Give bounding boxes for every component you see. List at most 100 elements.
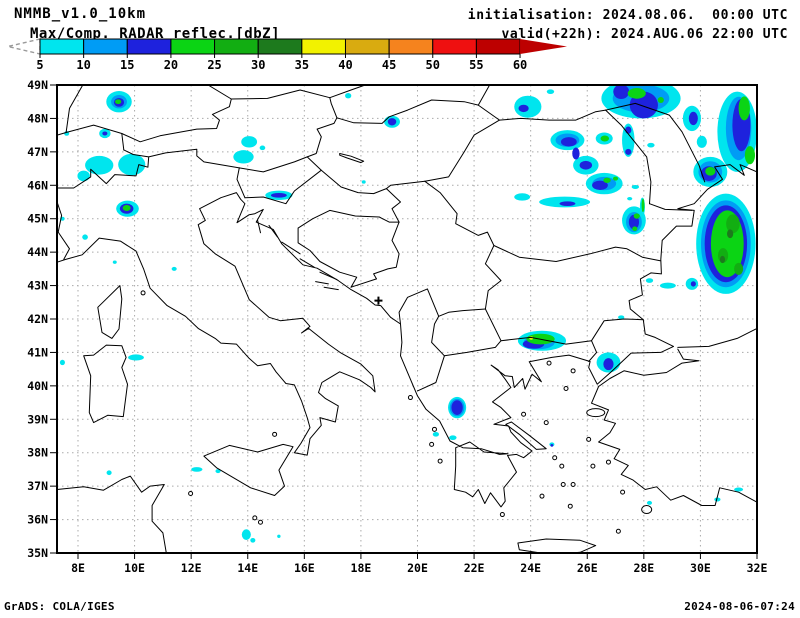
radar-cell [546, 89, 555, 95]
radar-cell [572, 147, 580, 160]
island [615, 528, 621, 534]
lat-label: 47N [27, 145, 48, 159]
island [539, 493, 545, 499]
island [620, 489, 626, 495]
colorbar-segment [344, 38, 390, 55]
colorbar-segment [388, 38, 434, 55]
country-border [477, 104, 500, 121]
radar-cell [603, 358, 614, 371]
radar-cell [112, 260, 117, 264]
island [429, 441, 435, 447]
lat-label: 42N [27, 312, 48, 326]
init-time: initialisation: 2024.08.06. 00:00 UTC [467, 8, 788, 23]
radar-cell [631, 184, 640, 189]
coastline [203, 443, 294, 496]
country-border [438, 308, 486, 317]
product-title: Max/Comp. RADAR reflec.[dbZ] [30, 26, 281, 42]
valid-time: valid(+22h): 2024.AUG.06 22:00 UTC [501, 27, 788, 42]
radar-cell [82, 234, 88, 240]
colorbar-tick-label: 55 [469, 58, 483, 72]
island [499, 512, 505, 518]
lat-label: 36N [27, 513, 48, 527]
lat-label: 40N [27, 379, 48, 393]
island [543, 420, 549, 426]
radar-cell [579, 160, 593, 170]
island [552, 455, 558, 461]
colorbar-tick-label: 40 [338, 58, 352, 72]
country-border [306, 117, 338, 158]
colorbar-tick-label: 60 [513, 58, 527, 72]
radar-cell [641, 198, 645, 213]
coastline [517, 538, 597, 553]
radar-cell [612, 176, 619, 181]
radar-cell [106, 470, 112, 476]
colorbar-above-max-arrow [520, 39, 568, 54]
lat-label: 49N [27, 78, 48, 92]
country-border [443, 340, 502, 357]
lat-label: 46N [27, 178, 48, 192]
radar-cell [102, 131, 108, 136]
map-canvas: 35N 36N 37N 38N 39N 40N 41N 42N 43N 44N 45N 46N 47N 4… [27, 78, 767, 575]
radar-cell [550, 444, 554, 447]
radar-cell [726, 214, 740, 234]
country-border [121, 98, 232, 143]
radar-cell [250, 537, 256, 543]
radar-cell [345, 93, 352, 99]
radar-cell [59, 359, 65, 366]
radar-cell [514, 193, 531, 201]
radar-cell [603, 177, 611, 183]
radar-cell [622, 123, 635, 157]
radar-cell [122, 205, 131, 212]
radar-cell [613, 85, 630, 100]
island [188, 490, 194, 496]
country-border [649, 203, 693, 211]
radar-cell [559, 201, 576, 207]
country-border [588, 340, 598, 362]
country-border [417, 355, 445, 392]
island [563, 386, 569, 392]
radar-cell [449, 435, 457, 441]
island [257, 519, 263, 525]
coastline [57, 164, 757, 508]
lon-label: 20E [407, 561, 428, 575]
coastline [57, 475, 167, 553]
lon-label: 28E [633, 561, 654, 575]
radar-cell [241, 529, 251, 540]
radar-cell [215, 469, 221, 474]
island [546, 360, 552, 366]
country-border [431, 315, 445, 357]
country-border [385, 180, 426, 190]
country-border [329, 85, 366, 99]
lon-label: 30E [690, 561, 711, 575]
radar-cell [646, 500, 653, 505]
island [272, 431, 278, 437]
adriatic-island [281, 241, 301, 255]
island [586, 436, 592, 442]
radar-cell [645, 278, 654, 283]
radar-cell [705, 166, 716, 176]
coastline [677, 327, 757, 348]
coastline [339, 153, 365, 164]
lon-label: 12E [181, 561, 202, 575]
country-border [424, 119, 500, 182]
lat-label: 37N [27, 479, 48, 493]
model-title: NMMB_v1.0_10km [14, 6, 147, 22]
island [570, 368, 576, 374]
radar-cell [277, 534, 281, 538]
colorbar-segment [301, 38, 346, 55]
radar-cell [518, 104, 529, 113]
colorbar-tick-label: 20 [164, 58, 178, 72]
lon-label: 8E [71, 561, 85, 575]
country-border [385, 188, 401, 223]
point-marker [374, 296, 383, 305]
colorbar-tick-label: 25 [207, 58, 221, 72]
country-border [207, 85, 232, 100]
island [590, 463, 596, 469]
radar-cell [696, 135, 707, 148]
colorbar-tick-label: 30 [251, 58, 265, 72]
country-border [121, 133, 125, 151]
adriatic-island [315, 281, 329, 285]
island [559, 463, 565, 469]
radar-cell [657, 97, 664, 104]
